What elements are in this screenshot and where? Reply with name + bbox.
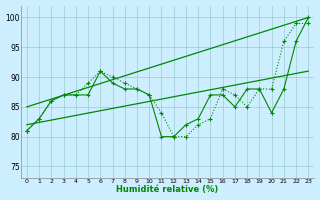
X-axis label: Humidité relative (%): Humidité relative (%): [116, 185, 219, 194]
